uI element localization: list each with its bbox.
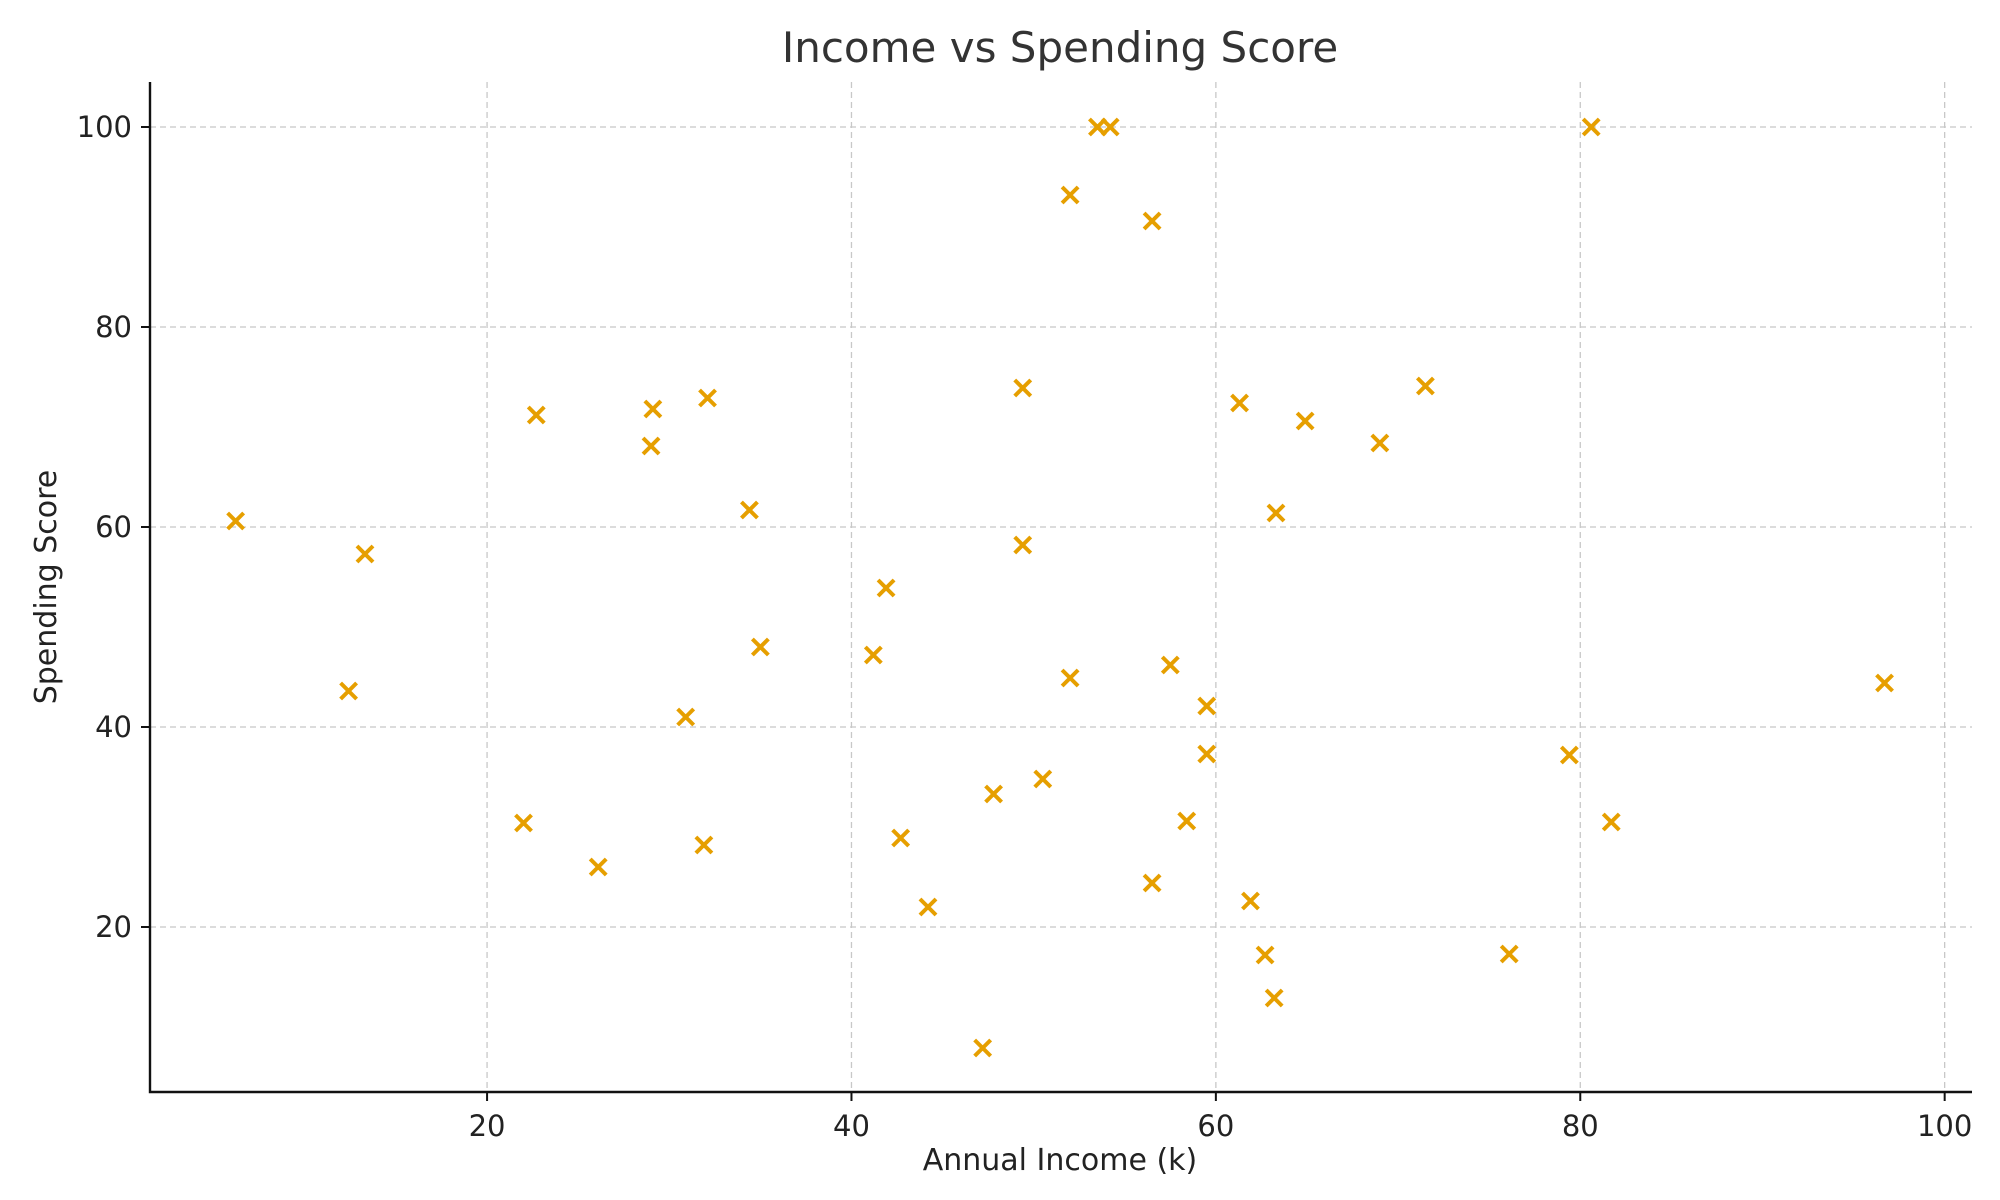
data-point-x-marker (1060, 185, 1080, 205)
data-point-x-marker (676, 707, 696, 727)
y-tick-label: 40 (95, 710, 132, 744)
grid-lines (150, 82, 1972, 1092)
data-point-x-marker (1241, 891, 1260, 911)
data-point-x-marker (526, 405, 546, 425)
data-point-x-marker (1499, 944, 1519, 964)
data-point-x-marker (641, 436, 661, 456)
y-tick-label: 60 (95, 510, 132, 544)
data-point-x-marker (1370, 433, 1390, 453)
data-point-x-marker (1255, 945, 1275, 965)
y-tick-label: 80 (95, 310, 132, 344)
data-point-x-marker (740, 500, 759, 520)
data-point-x-marker (514, 813, 533, 833)
data-point-x-marker (1875, 673, 1894, 693)
y-axis-label: Spending Score (29, 470, 64, 705)
data-point-x-marker (226, 511, 246, 531)
data-point-x-marker (876, 578, 896, 598)
x-tick-label: 80 (1562, 1109, 1599, 1143)
data-point-x-marker (1230, 393, 1249, 413)
x-tick-label: 100 (1917, 1109, 1972, 1143)
data-point-x-marker (1264, 988, 1284, 1008)
data-point-x-marker (694, 835, 714, 855)
data-point-x-marker (750, 637, 770, 657)
data-point-x-marker (1013, 378, 1033, 398)
data-point-x-marker (1197, 696, 1217, 716)
data-point-x-marker (1177, 811, 1197, 831)
data-point-x-marker (1100, 117, 1120, 137)
data-point-x-marker (1142, 211, 1162, 231)
data-point-x-marker (1581, 117, 1601, 137)
data-point-x-marker (339, 681, 359, 701)
data-point-x-marker (1033, 769, 1053, 789)
data-point-x-marker (1142, 873, 1162, 893)
chart-title: Income vs Spending Score (782, 23, 1338, 72)
data-point-x-marker (1013, 535, 1033, 555)
data-points (226, 117, 1894, 1058)
x-tick-label: 40 (833, 1109, 870, 1143)
y-tick-label: 20 (95, 910, 132, 944)
x-axis-label: Annual Income (k) (923, 1143, 1198, 1178)
y-tick-label: 100 (77, 110, 132, 144)
data-point-x-marker (863, 645, 883, 665)
data-point-x-marker (918, 897, 938, 917)
axis-spines (148, 82, 1972, 1094)
data-point-x-marker (1266, 503, 1286, 523)
x-tick-label: 60 (1197, 1109, 1234, 1143)
data-point-x-marker (355, 544, 375, 564)
x-tick-label: 20 (469, 1109, 506, 1143)
data-point-x-marker (1060, 668, 1080, 688)
data-point-x-marker (1160, 655, 1180, 675)
data-point-x-marker (1197, 744, 1217, 764)
data-point-x-marker (1295, 411, 1315, 431)
data-point-x-marker (1559, 745, 1579, 765)
axis-ticks: 20 40 60 80 100 20 40 60 80 100 (77, 110, 1973, 1143)
data-point-x-marker (1601, 812, 1621, 832)
data-point-x-marker (891, 828, 911, 848)
data-point-x-marker (973, 1038, 993, 1058)
data-point-x-marker (1415, 376, 1435, 396)
data-point-x-marker (984, 784, 1004, 804)
data-point-x-marker (588, 857, 608, 877)
data-point-x-marker (643, 399, 663, 419)
data-point-x-marker (698, 388, 717, 408)
